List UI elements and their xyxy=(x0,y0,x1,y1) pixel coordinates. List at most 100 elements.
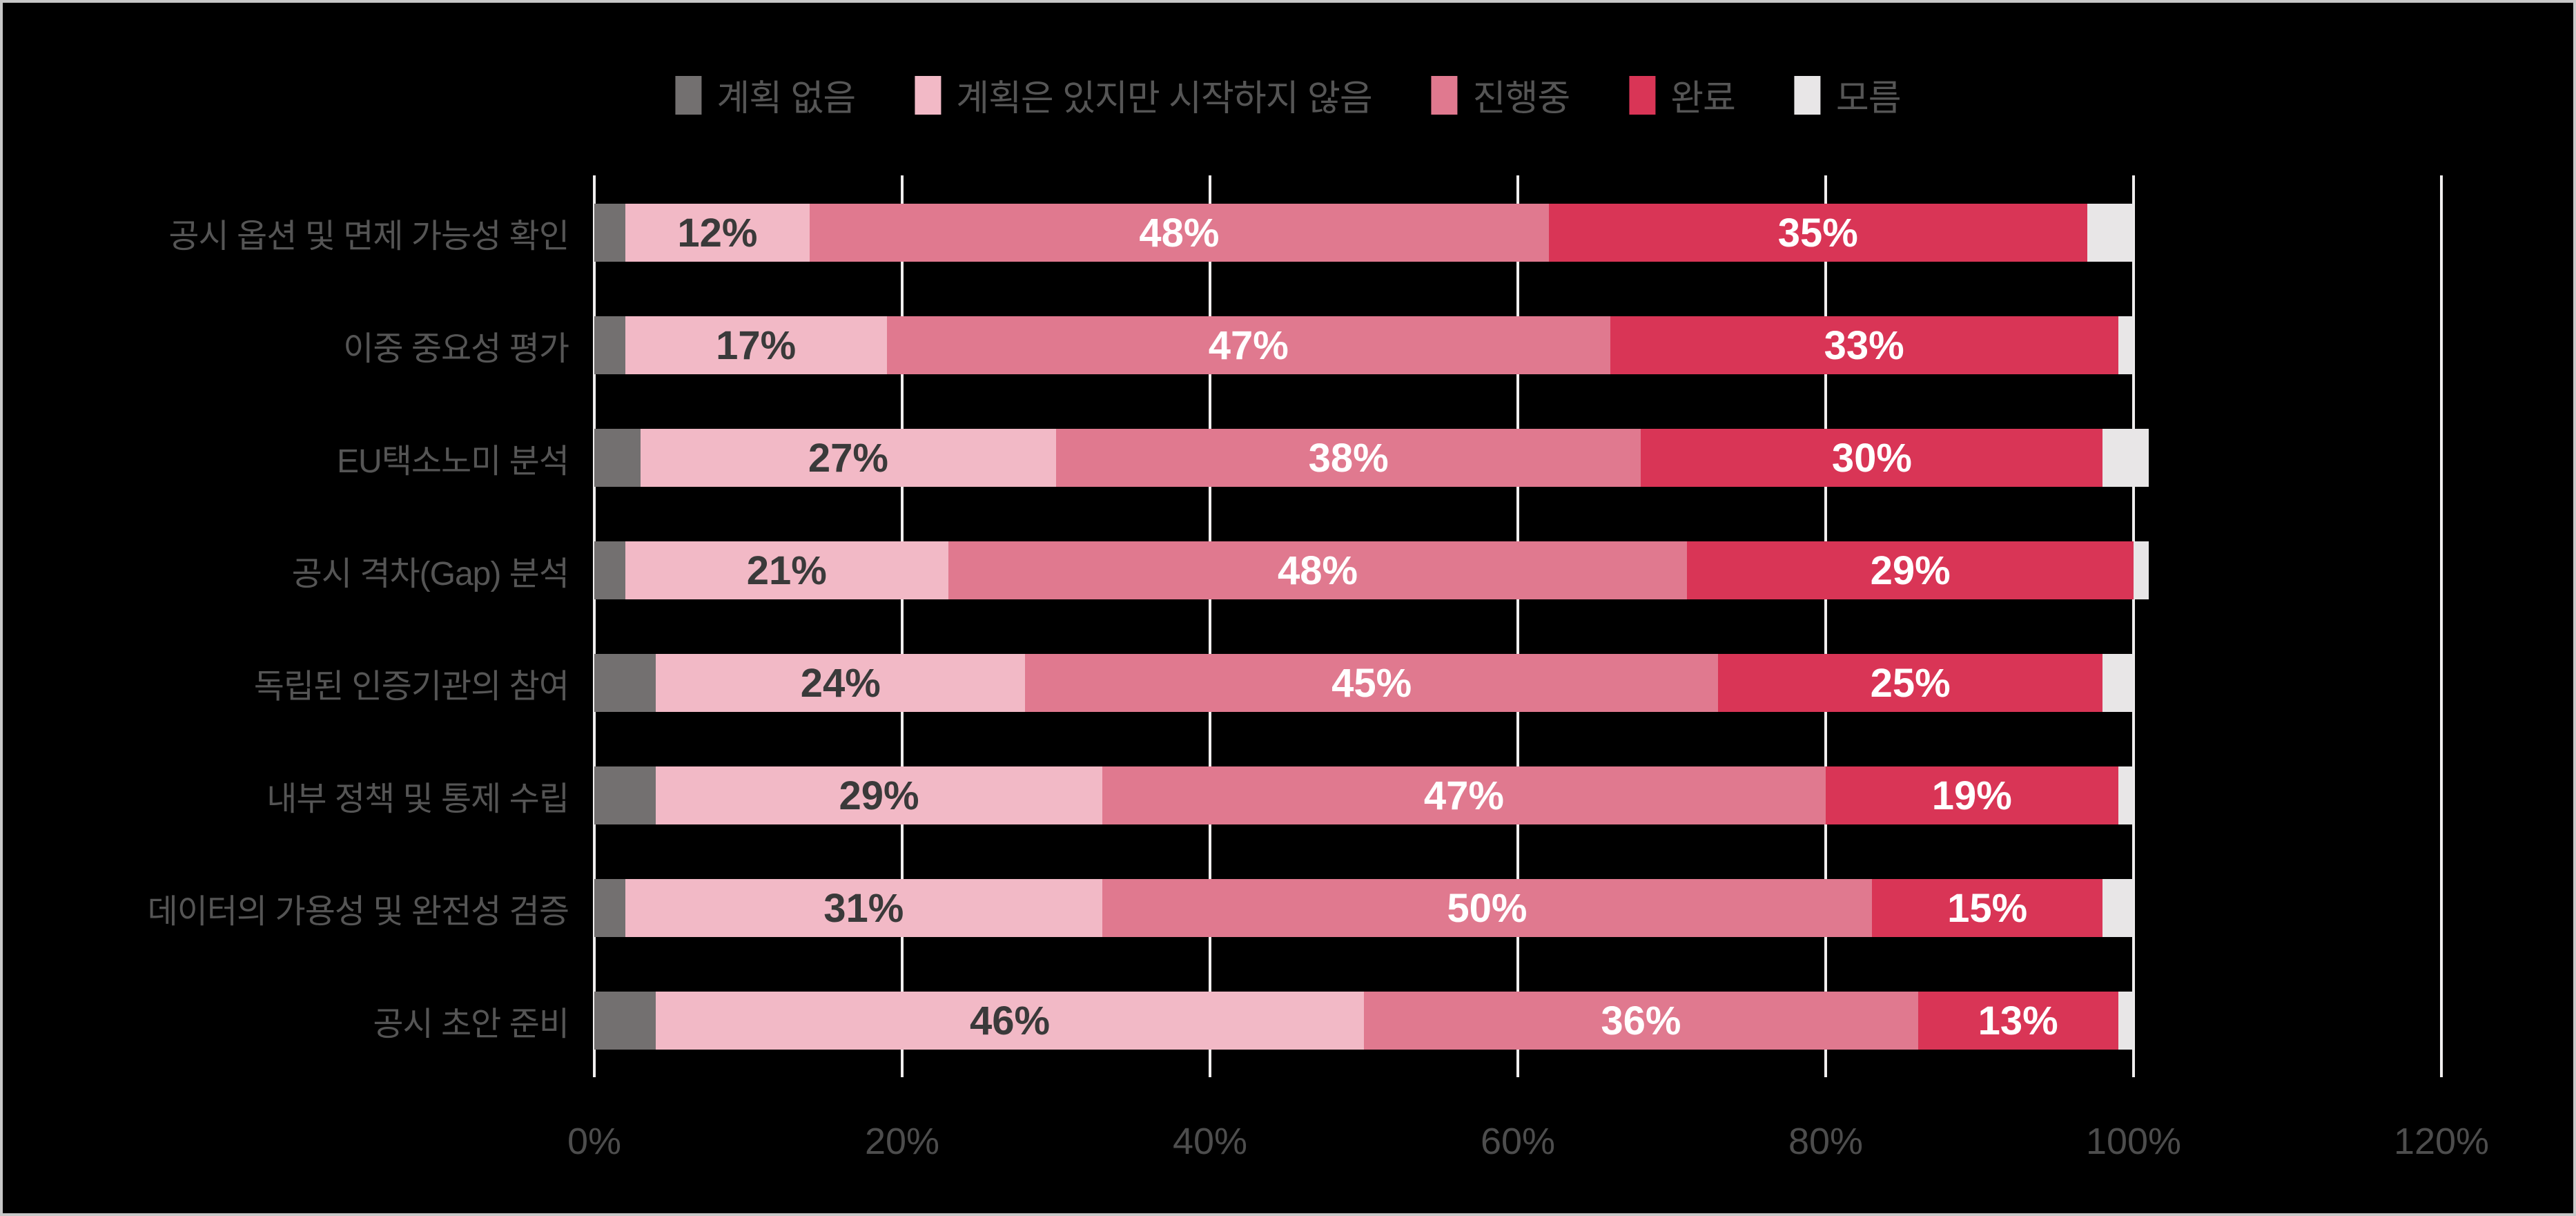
legend-label-completed: 완료 xyxy=(1670,79,1736,119)
segment-value-label: 45% xyxy=(1331,660,1412,706)
bar-segment-in-progress: 47% xyxy=(1102,766,1826,824)
bar-segment-in-progress: 48% xyxy=(810,204,1549,262)
x-axis-tick-100pct: 100% xyxy=(2085,1121,2182,1162)
legend-label-no-plan: 계획 없음 xyxy=(716,79,856,119)
gridline-0pct xyxy=(593,175,596,1077)
segment-value-label: 31% xyxy=(823,885,904,931)
bar-segment-completed: 33% xyxy=(1610,316,2118,374)
bar-segment-planned-not-started: 29% xyxy=(656,766,1102,824)
gridline-100pct xyxy=(2132,175,2135,1077)
gridline-120pct xyxy=(2440,175,2443,1077)
category-label-row-2: 이중 중요성 평가 xyxy=(343,331,569,367)
bar-segment-completed: 25% xyxy=(1717,654,2103,712)
bar-segment-no-plan xyxy=(594,992,656,1050)
legend-swatch-completed xyxy=(1629,75,1656,115)
segment-value-label: 47% xyxy=(1423,773,1504,818)
segment-value-label: 15% xyxy=(1947,885,2028,931)
bar-segment-unknown xyxy=(2118,992,2134,1050)
x-axis-tick-40pct: 40% xyxy=(1172,1121,1248,1162)
segment-value-label: 46% xyxy=(970,998,1051,1043)
legend-item-in-progress: 진행중 xyxy=(1431,69,1571,121)
bar-segment-unknown xyxy=(2133,541,2149,599)
category-label-row-5: 독립된 인증기관의 참여 xyxy=(253,668,569,705)
x-axis-tick-0pct: 0% xyxy=(567,1121,622,1162)
bar-segment-in-progress: 50% xyxy=(1102,879,1872,937)
x-axis-tick-120pct: 120% xyxy=(2393,1121,2490,1162)
bar-segment-planned-not-started: 27% xyxy=(640,429,1056,487)
bar-row-3: 27% 38% 30% xyxy=(594,429,2149,487)
segment-value-label: 30% xyxy=(1831,435,1912,481)
segment-value-label: 21% xyxy=(746,548,827,593)
bar-segment-unknown xyxy=(2118,766,2134,824)
category-label-row-7: 데이터의 가용성 및 완전성 검증 xyxy=(147,894,569,930)
bar-segment-completed: 19% xyxy=(1825,766,2118,824)
segment-value-label: 13% xyxy=(1978,998,2058,1043)
bar-segment-no-plan xyxy=(594,879,625,937)
segment-value-label: 36% xyxy=(1601,998,1681,1043)
legend-label-in-progress: 진행중 xyxy=(1472,79,1571,119)
bar-row-4: 21% 48% 29% xyxy=(594,541,2149,599)
bar-segment-unknown xyxy=(2118,316,2134,374)
segment-value-label: 19% xyxy=(1931,773,2012,818)
bar-segment-unknown xyxy=(2102,429,2149,487)
bar-segment-no-plan xyxy=(594,316,625,374)
bar-segment-no-plan xyxy=(594,654,656,712)
bar-row-5: 24% 45% 25% xyxy=(594,654,2134,712)
segment-value-label: 47% xyxy=(1208,322,1289,368)
legend-swatch-no-plan xyxy=(675,75,702,115)
bar-segment-unknown xyxy=(2102,879,2134,937)
segment-value-label: 12% xyxy=(677,210,758,255)
bar-segment-completed: 35% xyxy=(1548,204,2088,262)
category-label-row-8: 공시 초안 준비 xyxy=(373,1006,569,1043)
chart-legend: 계획 없음 계획은 있지만 시작하지 않음 진행중 완료 모름 xyxy=(675,69,1902,121)
category-label-row-4: 공시 격차(Gap) 분석 xyxy=(291,556,569,592)
x-axis-tick-80pct: 80% xyxy=(1788,1121,1864,1162)
bar-row-7: 31% 50% 15% xyxy=(594,879,2134,937)
segment-value-label: 29% xyxy=(839,773,919,818)
bar-row-1: 12% 48% 35% xyxy=(594,204,2134,262)
bar-segment-in-progress: 38% xyxy=(1055,429,1641,487)
bar-segment-planned-not-started: 31% xyxy=(625,879,1102,937)
segment-value-label: 24% xyxy=(800,660,881,706)
segment-value-label: 17% xyxy=(716,322,797,368)
segment-value-label: 27% xyxy=(808,435,888,481)
segment-value-label: 25% xyxy=(1870,660,1951,706)
bar-segment-completed: 13% xyxy=(1918,992,2118,1050)
x-axis-tick-60pct: 60% xyxy=(1480,1121,1556,1162)
gridline-60pct xyxy=(1516,175,1519,1077)
legend-label-unknown: 모름 xyxy=(1835,79,1902,119)
segment-value-label: 50% xyxy=(1447,885,1528,931)
segment-value-label: 35% xyxy=(1777,210,1858,255)
bar-segment-no-plan xyxy=(594,541,625,599)
bar-segment-in-progress: 36% xyxy=(1363,992,1918,1050)
bar-segment-unknown xyxy=(2102,654,2134,712)
legend-item-planned-not-started: 계획은 있지만 시작하지 않음 xyxy=(915,69,1373,121)
legend-swatch-in-progress xyxy=(1431,75,1458,115)
bar-segment-completed: 30% xyxy=(1641,429,2103,487)
legend-swatch-unknown xyxy=(1794,75,1821,115)
bar-row-2: 17% 47% 33% xyxy=(594,316,2134,374)
bar-segment-planned-not-started: 21% xyxy=(625,541,948,599)
gridline-80pct xyxy=(1824,175,1827,1077)
x-axis-tick-20pct: 20% xyxy=(864,1121,940,1162)
gridline-20pct xyxy=(901,175,904,1077)
segment-value-label: 38% xyxy=(1308,435,1389,481)
segment-value-label: 29% xyxy=(1870,548,1951,593)
bar-segment-completed: 29% xyxy=(1687,541,2134,599)
segment-value-label: 48% xyxy=(1139,210,1220,255)
legend-swatch-planned-not-started xyxy=(915,75,941,115)
gridline-40pct xyxy=(1209,175,1211,1077)
bar-segment-planned-not-started: 12% xyxy=(625,204,810,262)
bar-row-8: 46% 36% 13% xyxy=(594,992,2134,1050)
bar-segment-unknown xyxy=(2087,204,2134,262)
segment-value-label: 33% xyxy=(1824,322,1904,368)
bar-segment-no-plan xyxy=(594,204,625,262)
bar-segment-in-progress: 45% xyxy=(1025,654,1718,712)
category-label-row-6: 내부 정책 및 통제 수립 xyxy=(266,781,569,818)
bar-segment-planned-not-started: 17% xyxy=(625,316,887,374)
bar-segment-in-progress: 48% xyxy=(948,541,1688,599)
bar-segment-completed: 15% xyxy=(1871,879,2103,937)
category-label-row-3: EU택소노미 분석 xyxy=(337,443,569,480)
legend-item-unknown: 모름 xyxy=(1794,69,1902,121)
